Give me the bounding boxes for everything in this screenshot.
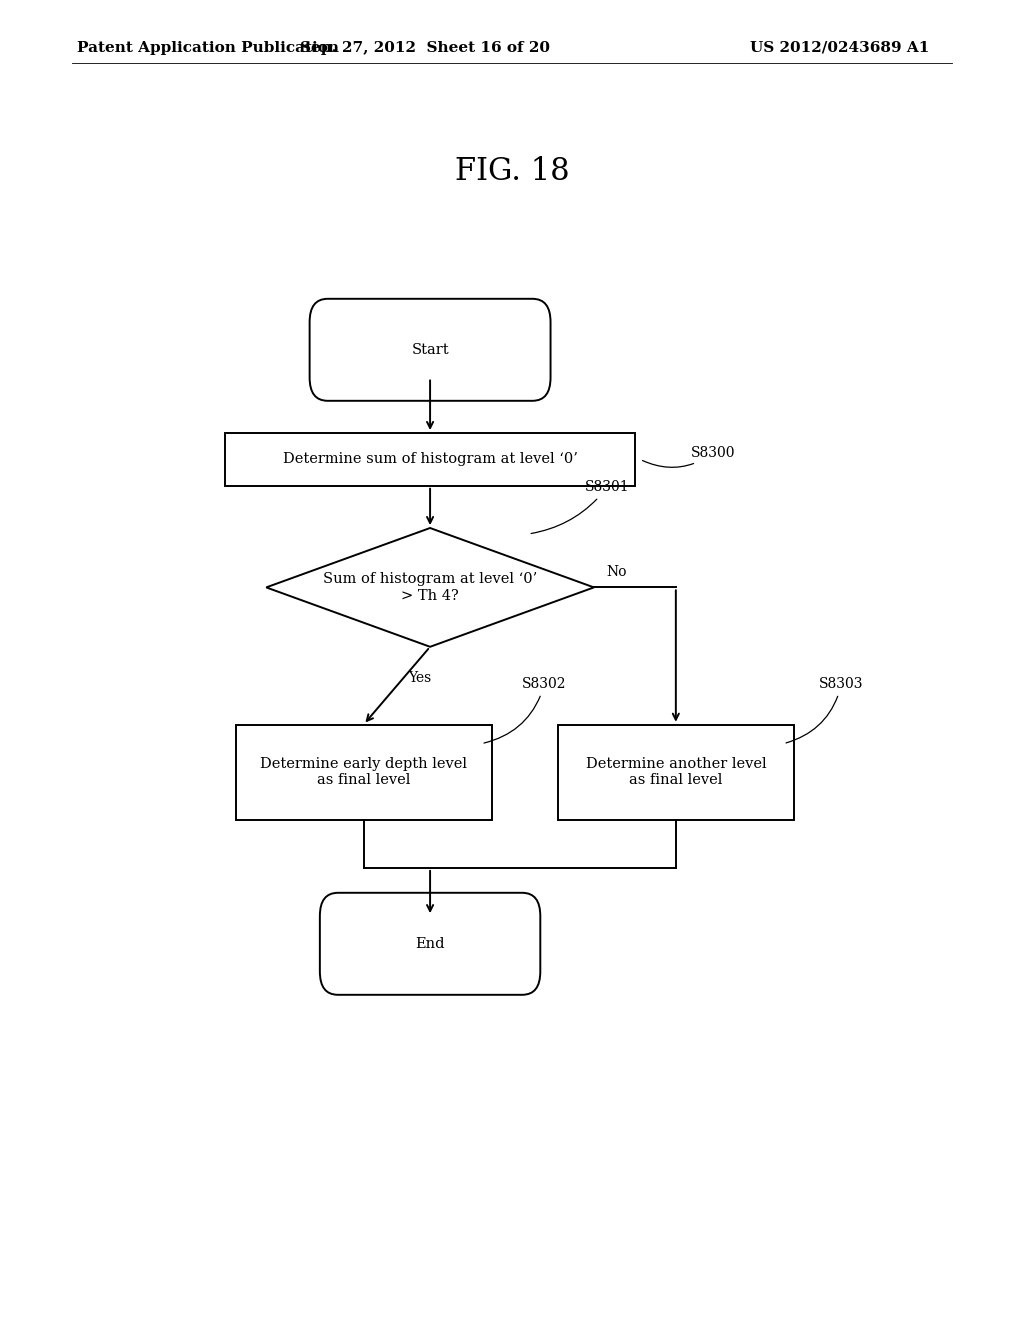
Text: Start: Start <box>412 343 449 356</box>
Text: Sum of histogram at level ‘0’
> Th 4?: Sum of histogram at level ‘0’ > Th 4? <box>323 573 538 602</box>
Text: No: No <box>606 565 627 578</box>
Text: End: End <box>416 937 444 950</box>
FancyBboxPatch shape <box>558 725 794 820</box>
Text: Sep. 27, 2012  Sheet 16 of 20: Sep. 27, 2012 Sheet 16 of 20 <box>300 41 550 54</box>
Text: S8300: S8300 <box>642 446 735 467</box>
FancyBboxPatch shape <box>236 725 492 820</box>
Text: Determine sum of histogram at level ‘0’: Determine sum of histogram at level ‘0’ <box>283 453 578 466</box>
Text: FIG. 18: FIG. 18 <box>455 156 569 187</box>
Text: Determine early depth level
as final level: Determine early depth level as final lev… <box>260 758 467 787</box>
Text: S8303: S8303 <box>786 677 863 743</box>
Text: S8301: S8301 <box>531 480 630 533</box>
FancyBboxPatch shape <box>225 433 635 486</box>
Text: US 2012/0243689 A1: US 2012/0243689 A1 <box>750 41 930 54</box>
Text: S8302: S8302 <box>484 677 566 743</box>
FancyBboxPatch shape <box>319 892 541 995</box>
Text: Patent Application Publication: Patent Application Publication <box>77 41 339 54</box>
Text: Yes: Yes <box>409 671 431 685</box>
Text: Determine another level
as final level: Determine another level as final level <box>586 758 766 787</box>
FancyBboxPatch shape <box>309 298 551 401</box>
Polygon shape <box>266 528 594 647</box>
